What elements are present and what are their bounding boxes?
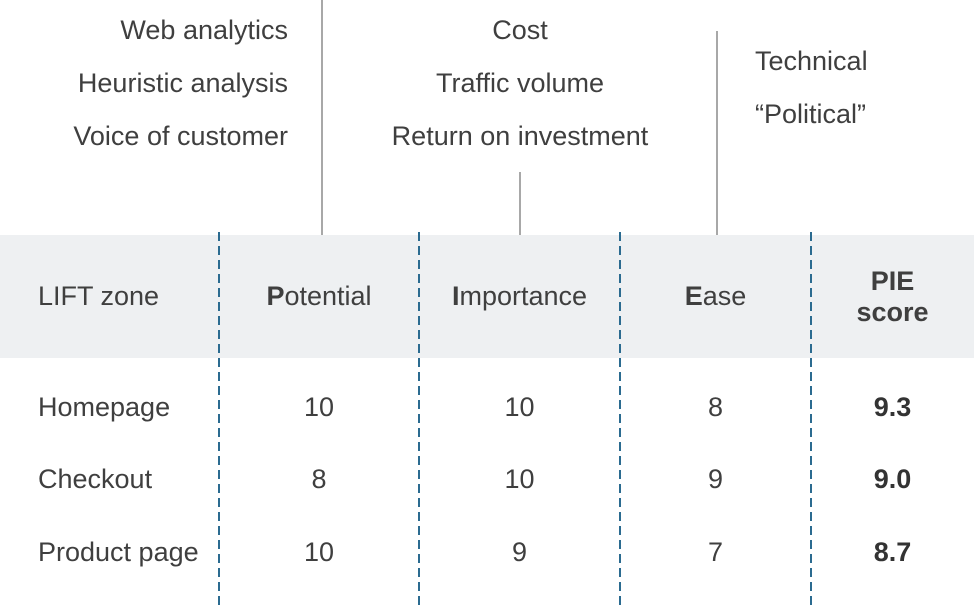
table-row-product-page: Product page 10 9 7 8.7 <box>0 516 974 588</box>
column-header-pie-score: PIE score <box>811 266 974 328</box>
pie-score-header-line2: score <box>856 296 929 327</box>
annotation-group-potential: Web analytics Heuristic analysis Voice o… <box>73 4 288 163</box>
ease-initial: E <box>684 281 703 311</box>
annotation-group-importance: Cost Traffic volume Return on investment <box>392 4 649 163</box>
zone-label: Checkout <box>38 463 153 494</box>
pie-score-value: 8.7 <box>873 536 912 567</box>
ease-value: 8 <box>707 391 724 422</box>
table-header-row: LIFT zone Potential Importance Ease PIE … <box>0 235 974 358</box>
column-separator-1 <box>218 232 220 610</box>
importance-value: 9 <box>511 536 528 567</box>
column-header-lift-zone: LIFT zone <box>38 281 160 311</box>
ease-value: 9 <box>707 463 724 494</box>
column-separator-3 <box>619 232 621 610</box>
annotation-label-political: “Political” <box>755 99 867 129</box>
pie-score-value: 9.0 <box>873 463 912 494</box>
importance-initial: I <box>451 281 460 311</box>
potential-rest: otential <box>284 281 372 311</box>
connector-line-potential <box>321 0 323 258</box>
zone-label: Homepage <box>38 391 171 422</box>
table-row-checkout: Checkout 8 10 9 9.0 <box>0 443 974 515</box>
annotation-label-heuristic-analysis: Heuristic analysis <box>77 68 288 98</box>
connector-line-ease <box>716 31 718 258</box>
pie-score-value: 9.3 <box>873 391 912 422</box>
annotation-label-voice-of-customer: Voice of customer <box>73 121 288 151</box>
importance-value: 10 <box>504 463 535 494</box>
annotation-label-web-analytics: Web analytics <box>120 15 288 45</box>
importance-rest: mportance <box>459 281 588 311</box>
annotation-label-cost: Cost <box>492 15 548 45</box>
column-separator-2 <box>418 232 420 610</box>
annotation-label-technical: Technical <box>755 46 868 76</box>
annotation-label-return-on-investment: Return on investment <box>391 121 649 151</box>
potential-value: 10 <box>303 536 335 567</box>
column-header-importance: Importance <box>419 281 620 312</box>
column-separator-4 <box>810 232 812 610</box>
connector-line-importance <box>519 172 521 258</box>
pie-score-header-line1: PIE <box>870 265 915 296</box>
importance-value: 10 <box>504 391 535 422</box>
column-header-ease: Ease <box>620 281 811 312</box>
ease-value: 7 <box>707 536 724 567</box>
potential-initial: P <box>266 281 285 311</box>
potential-value: 8 <box>311 463 327 494</box>
table-row-homepage: Homepage 10 10 8 9.3 <box>0 371 974 443</box>
annotation-group-ease: Technical “Political” <box>755 35 868 141</box>
annotation-label-traffic-volume: Traffic volume <box>435 68 605 98</box>
column-header-potential: Potential <box>219 281 419 312</box>
zone-label: Product page <box>38 536 199 567</box>
potential-value: 10 <box>303 391 335 422</box>
ease-rest: ase <box>702 281 747 311</box>
